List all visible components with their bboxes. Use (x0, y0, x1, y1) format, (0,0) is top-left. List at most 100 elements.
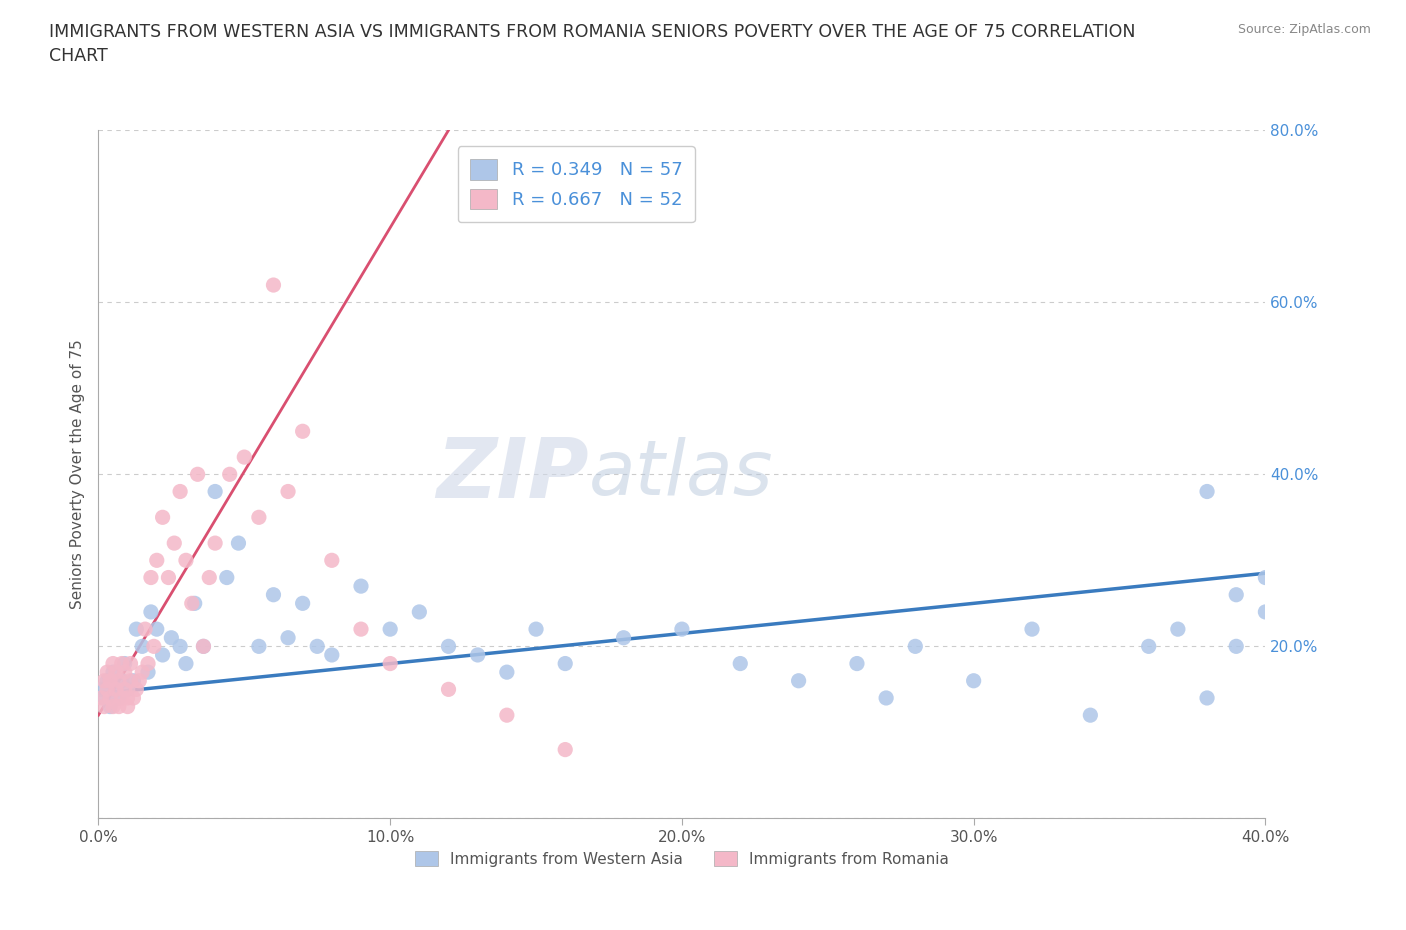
Point (174, 657, 197, 671)
Point (98, 699, 121, 714)
Point (554, 742, 576, 757)
Point (218, 467, 240, 482)
Point (1254, 570, 1277, 585)
Point (1137, 639, 1160, 654)
Legend: Immigrants from Western Asia, Immigrants from Romania: Immigrants from Western Asia, Immigrants… (409, 844, 955, 872)
Point (291, 424, 314, 439)
Point (350, 578, 373, 593)
Point (104, 665, 127, 680)
Point (160, 631, 183, 645)
Point (291, 596, 314, 611)
Point (380, 657, 402, 671)
Point (380, 622, 402, 637)
Point (247, 510, 270, 525)
Point (904, 639, 927, 654)
Point (1080, 708, 1102, 723)
Point (93, 690, 115, 706)
Point (321, 552, 343, 567)
Point (262, 278, 284, 293)
Point (437, 682, 460, 697)
Point (114, 665, 136, 680)
Point (125, 682, 148, 697)
Point (98, 690, 121, 706)
Y-axis label: Seniors Poverty Over the Age of 75: Seniors Poverty Over the Age of 75 (69, 339, 84, 609)
Point (131, 665, 153, 680)
Point (146, 622, 169, 637)
Point (408, 604, 430, 619)
Point (277, 631, 299, 645)
Point (193, 639, 215, 654)
Point (1021, 622, 1043, 637)
Point (93, 699, 115, 714)
Point (350, 622, 373, 637)
Point (111, 690, 134, 706)
Point (125, 622, 148, 637)
Point (524, 622, 547, 637)
Point (193, 639, 215, 654)
Point (101, 665, 124, 680)
Point (108, 673, 131, 688)
Point (108, 699, 131, 714)
Point (96, 665, 118, 680)
Text: IMMIGRANTS FROM WESTERN ASIA VS IMMIGRANTS FROM ROMANIA SENIORS POVERTY OVER THE: IMMIGRANTS FROM WESTERN ASIA VS IMMIGRAN… (49, 23, 1136, 65)
Point (1195, 485, 1218, 499)
Point (98, 673, 121, 688)
Point (875, 690, 897, 706)
Point (114, 657, 136, 671)
Point (136, 657, 159, 671)
Point (93, 673, 115, 688)
Point (846, 657, 869, 671)
Point (122, 673, 145, 688)
Point (117, 699, 139, 714)
Point (131, 639, 153, 654)
Point (215, 570, 238, 585)
Point (787, 673, 810, 688)
Point (96, 682, 118, 697)
Point (90, 690, 112, 706)
Point (114, 682, 136, 697)
Point (183, 596, 205, 611)
Point (136, 665, 159, 680)
Point (169, 639, 191, 654)
Point (277, 485, 299, 499)
Point (1225, 639, 1247, 654)
Point (139, 570, 162, 585)
Point (122, 690, 145, 706)
Point (1225, 588, 1247, 603)
Point (174, 552, 197, 567)
Point (169, 485, 191, 499)
Point (496, 665, 519, 680)
Point (152, 647, 174, 662)
Point (1254, 604, 1277, 619)
Point (120, 657, 142, 671)
Point (142, 639, 165, 654)
Point (307, 639, 329, 654)
Point (163, 536, 186, 551)
Point (496, 708, 519, 723)
Point (671, 622, 693, 637)
Point (108, 690, 131, 706)
Point (247, 639, 270, 654)
Point (262, 588, 284, 603)
Point (1167, 622, 1189, 637)
Point (117, 690, 139, 706)
Point (90, 682, 112, 697)
Point (111, 657, 134, 671)
Point (233, 450, 256, 465)
Point (111, 673, 134, 688)
Point (117, 682, 139, 697)
Point (101, 657, 124, 671)
Point (198, 570, 221, 585)
Point (139, 604, 162, 619)
Point (467, 647, 489, 662)
Point (1195, 690, 1218, 706)
Point (104, 682, 127, 697)
Point (120, 673, 142, 688)
Text: atlas: atlas (589, 437, 773, 512)
Point (437, 639, 460, 654)
Point (228, 536, 250, 551)
Point (554, 657, 576, 671)
Text: Source: ZipAtlas.com: Source: ZipAtlas.com (1237, 23, 1371, 36)
Point (101, 699, 124, 714)
Point (146, 552, 169, 567)
